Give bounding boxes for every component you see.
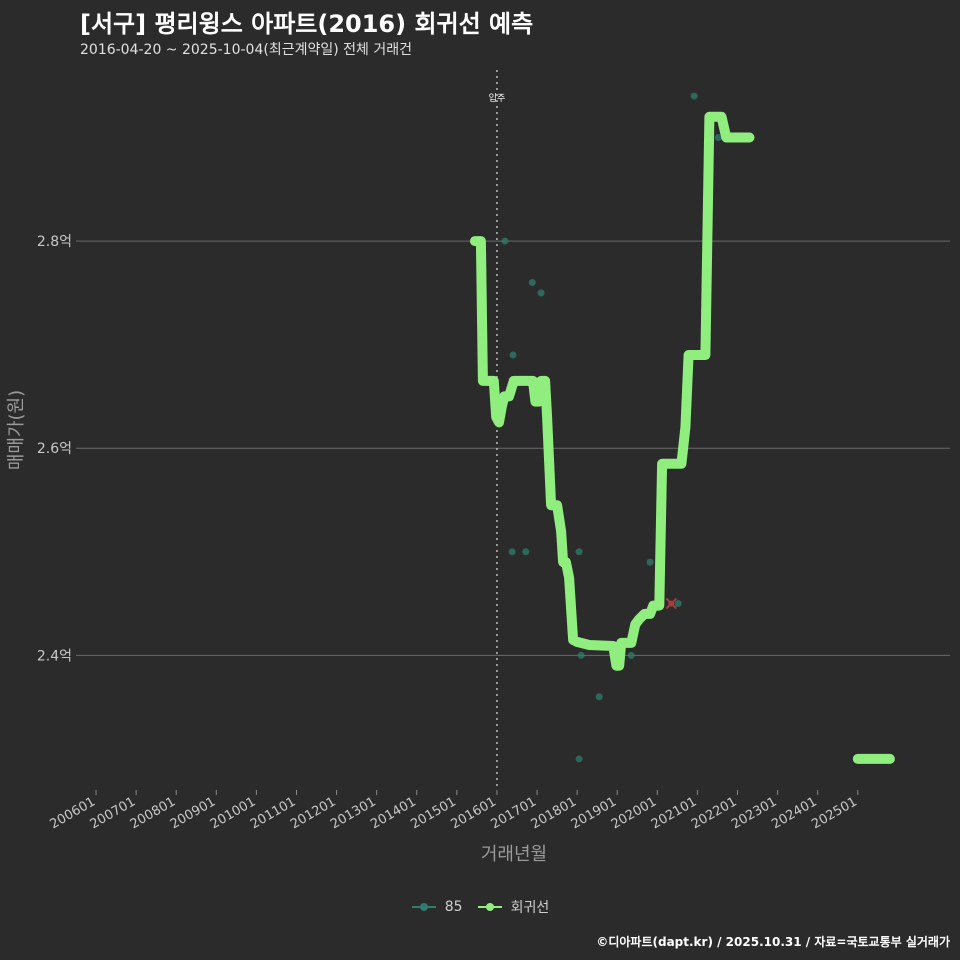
- scatter-point: [690, 92, 698, 100]
- x-tick-label: 202001: [609, 794, 659, 832]
- scatter-point: [528, 279, 536, 286]
- x-tick-label: 200801: [128, 794, 178, 832]
- x-tick-label: 200601: [48, 794, 98, 832]
- highlight-dot: [668, 600, 675, 607]
- y-tick-label: 2.6억: [37, 441, 72, 457]
- footer-credit: ©디아파트(dapt.kr) / 2025.10.31 / 자료=국토교통부 실…: [596, 935, 950, 949]
- scatter-point: [501, 237, 509, 245]
- regression-series: [469, 111, 895, 764]
- legend-key-regression: [477, 899, 503, 915]
- x-tick-label: 201501: [408, 794, 458, 832]
- x-tick-label: 201901: [569, 794, 619, 832]
- chart-title: [서구] 평리윙스 아파트(2016) 회귀선 예측: [80, 10, 534, 38]
- x-tick-label: 201401: [368, 794, 418, 832]
- grid-layer: [76, 240, 950, 656]
- y-axis-label: 매매가(원): [6, 390, 27, 470]
- x-tick-label: 202201: [689, 794, 739, 832]
- legend-item-85: 85: [411, 897, 463, 917]
- x-tick-labels: 2006012007012008012009012010012011012012…: [48, 790, 860, 832]
- x-tick-label: 201201: [288, 794, 338, 832]
- scatter-point: [575, 755, 583, 763]
- y-tick-label: 2.8억: [37, 234, 72, 250]
- legend-label-85: 85: [444, 899, 463, 915]
- chart-legend: 85 회귀선: [0, 897, 960, 917]
- scatter-point: [674, 600, 682, 608]
- x-tick-label: 202401: [769, 794, 819, 832]
- scatter-point: [537, 289, 545, 297]
- x-tick-label: 201601: [448, 794, 498, 832]
- legend-label-regression: 회귀선: [510, 900, 550, 916]
- x-tick-label: 202101: [649, 794, 699, 832]
- move-in-marker: 입주: [489, 70, 506, 790]
- y-tick-label: 2.4억: [37, 648, 72, 664]
- x-tick-label: 200701: [88, 794, 138, 832]
- x-tick-label: 202501: [809, 794, 859, 832]
- scatter-point: [627, 651, 635, 659]
- x-axis-label: 거래년월: [481, 844, 547, 865]
- scatter-point: [577, 651, 585, 659]
- scatter-point: [522, 548, 530, 556]
- chart-subtitle: 2016-04-20 ~ 2025-10-04(최근계약일) 전체 거래건: [80, 42, 412, 58]
- legend-item-regression: 회귀선: [477, 897, 550, 917]
- legend-key-85: [411, 899, 437, 915]
- x-tick-label: 201301: [328, 794, 378, 832]
- x-tick-label: 200901: [168, 794, 218, 832]
- scatter-point: [714, 134, 722, 141]
- scatter-point: [509, 351, 517, 359]
- scatter-point: [595, 693, 603, 701]
- x-tick-label: 202301: [729, 794, 779, 832]
- highlight-point: [665, 597, 678, 610]
- move-in-label: 입주: [489, 92, 506, 104]
- x-tick-label: 201001: [208, 794, 258, 832]
- x-tick-label: 201801: [529, 794, 579, 832]
- scatter-point: [646, 558, 654, 566]
- scatter-point: [575, 548, 583, 556]
- regression-line: [469, 111, 755, 671]
- x-tick-label: 201101: [248, 794, 298, 832]
- y-tick-labels: 2.4억 2.6억 2.8억: [37, 234, 72, 664]
- x-tick-label: 201701: [489, 794, 539, 832]
- scatter-point: [508, 548, 516, 556]
